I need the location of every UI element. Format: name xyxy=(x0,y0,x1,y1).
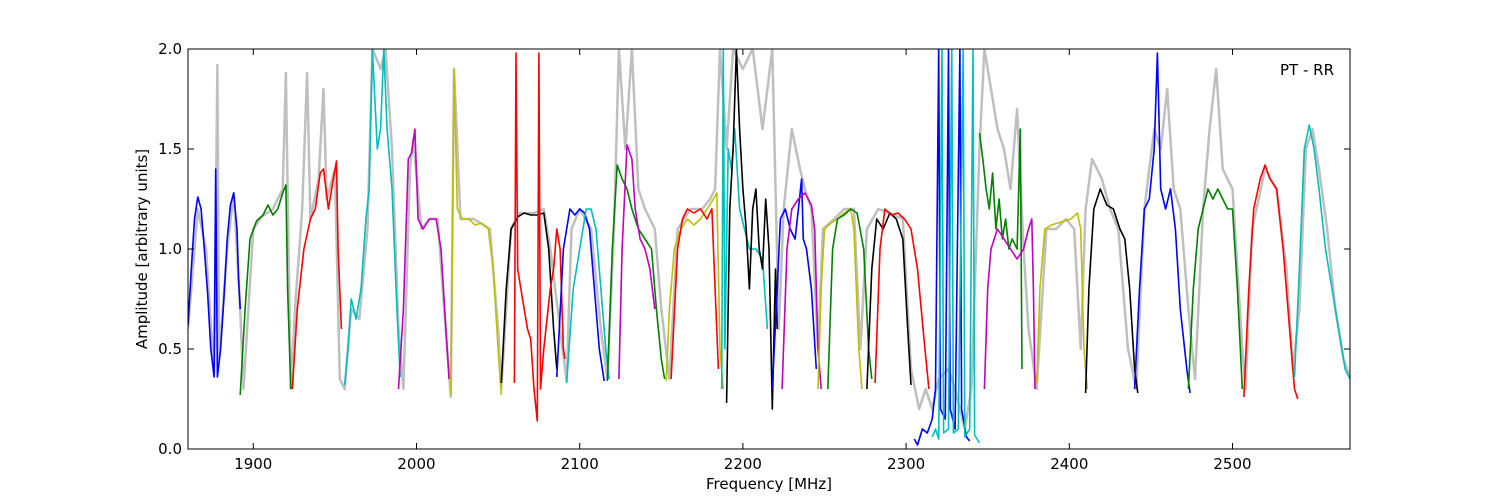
series-traces xyxy=(188,49,1350,446)
series-line-5 xyxy=(397,128,450,390)
series-line-6 xyxy=(450,68,503,396)
series-line-32 xyxy=(1293,124,1350,380)
y-tick-label: 1.5 xyxy=(158,140,182,158)
x-tick-label: 2300 xyxy=(887,455,925,473)
series-line-12 xyxy=(618,144,656,380)
series-line-25 xyxy=(978,128,1023,370)
series-line-13 xyxy=(665,192,725,390)
x-axis-ticks: 1900 2000 2100 2200 2300 2400 2500 xyxy=(234,49,1252,473)
x-tick-label: 2200 xyxy=(724,455,762,473)
series-line-4 xyxy=(343,49,401,386)
series-line-9 xyxy=(556,208,605,382)
x-axis-title: Frequency [MHz] xyxy=(706,475,832,493)
series-line-19 xyxy=(817,208,863,390)
series-line-17 xyxy=(771,178,818,390)
series-line-30 xyxy=(1187,188,1244,390)
x-tick-label: 2000 xyxy=(397,455,435,473)
series-line-14 xyxy=(670,208,720,380)
series-line-29 xyxy=(1133,52,1191,394)
series-line-10 xyxy=(565,208,610,384)
series-line-27 xyxy=(1035,212,1088,390)
series-line-1 xyxy=(188,168,241,378)
series-line-11 xyxy=(606,164,666,382)
series-line-16 xyxy=(725,49,778,410)
series-line-20 xyxy=(827,208,873,390)
series-line-24 xyxy=(931,49,981,444)
series-line-26 xyxy=(983,218,1036,390)
x-tick-label: 2400 xyxy=(1050,455,1088,473)
series-line-18 xyxy=(781,192,822,390)
series-line-28 xyxy=(1084,188,1139,394)
y-axis-ticks: 0.0 0.5 1.0 1.5 2.0 xyxy=(158,40,1350,458)
series-line-3 xyxy=(291,160,343,390)
series-line-15 xyxy=(720,49,769,390)
y-tick-label: 0.0 xyxy=(158,440,182,458)
y-tick-label: 0.5 xyxy=(158,340,182,358)
y-axis-title: Amplitude [arbitrary units] xyxy=(133,149,151,349)
x-tick-label: 1900 xyxy=(234,455,272,473)
series-line-7 xyxy=(500,212,558,384)
series-line-8 xyxy=(513,52,566,422)
baseline-annotation: PT - RR xyxy=(1280,61,1334,79)
series-line-22 xyxy=(874,208,930,390)
series-line-2 xyxy=(239,184,292,396)
x-tick-label: 2500 xyxy=(1213,455,1251,473)
x-tick-label: 2100 xyxy=(561,455,599,473)
series-line-31 xyxy=(1243,164,1299,400)
y-tick-label: 2.0 xyxy=(158,40,182,58)
y-tick-label: 1.0 xyxy=(158,240,182,258)
